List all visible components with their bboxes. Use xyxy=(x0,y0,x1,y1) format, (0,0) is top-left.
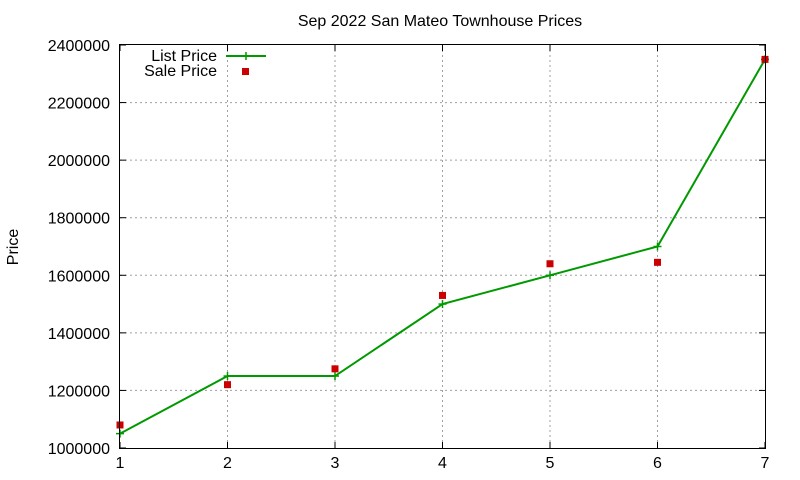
legend-marker-sale-price xyxy=(242,68,249,75)
legend: List Price Sale Price xyxy=(144,48,266,80)
y-tick-label: 1800000 xyxy=(48,211,110,228)
x-tick-label: 7 xyxy=(761,455,770,472)
y-tick-label: 2200000 xyxy=(48,96,110,113)
data-point-sale-price xyxy=(224,381,231,389)
data-point-list-price xyxy=(438,300,447,309)
y-tick-label: 1600000 xyxy=(48,268,110,285)
data-point-list-price xyxy=(546,271,554,280)
x-axis-ticks: 1 2 3 4 5 6 7 xyxy=(116,45,770,472)
x-tick-label: 4 xyxy=(438,455,447,472)
plot-frame xyxy=(119,44,766,449)
y-tick-label: 1400000 xyxy=(48,326,110,343)
data-point-list-price xyxy=(653,242,662,251)
data-point-sale-price xyxy=(439,291,446,299)
legend-label-list-price: List Price xyxy=(151,48,217,65)
legend-marker-list-price xyxy=(242,52,250,60)
y-tick-label: 1200000 xyxy=(48,383,110,400)
x-tick-label: 2 xyxy=(223,455,232,472)
data-point-sale-price xyxy=(654,258,661,266)
x-tick-label: 5 xyxy=(546,455,555,472)
x-tick-label: 3 xyxy=(331,455,340,472)
data-point-list-price xyxy=(331,372,339,381)
x-tick-label: 1 xyxy=(116,455,125,472)
grid-lines xyxy=(120,45,765,448)
y-tick-label: 1000000 xyxy=(48,441,110,458)
chart-title: Sep 2022 San Mateo Townhouse Prices xyxy=(298,13,582,30)
data-point-sale-price xyxy=(546,260,554,268)
legend-label-sale-price: Sale Price xyxy=(144,63,217,80)
data-point-list-price xyxy=(223,372,232,381)
y-axis-label: Price xyxy=(5,229,22,266)
x-tick-label: 6 xyxy=(653,455,662,472)
y-axis-ticks: 1000000 1200000 1400000 1600000 1800000 20000… xyxy=(48,38,765,458)
y-tick-label: 2000000 xyxy=(48,153,110,170)
y-tick-label: 2400000 xyxy=(48,38,110,55)
data-point-sale-price xyxy=(331,365,339,373)
